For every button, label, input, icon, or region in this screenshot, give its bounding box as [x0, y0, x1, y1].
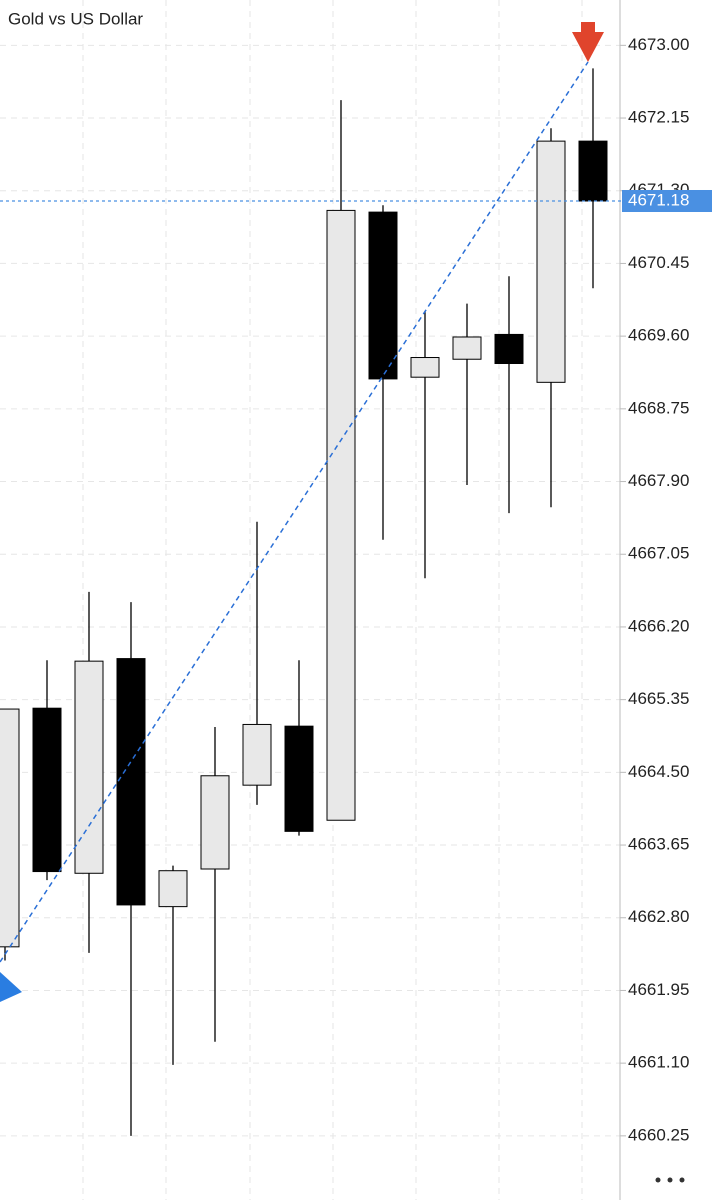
sell-arrow — [572, 22, 604, 62]
chart-subtitle: Gold vs US Dollar — [8, 9, 143, 28]
candle-body — [200, 775, 230, 870]
y-tick-label: 4665.35 — [628, 689, 689, 708]
trend-line — [0, 61, 589, 963]
buy-arrow — [0, 972, 22, 1002]
candle-body — [74, 660, 104, 874]
y-tick-label: 4663.65 — [628, 835, 689, 854]
y-tick-label: 4661.10 — [628, 1053, 689, 1072]
y-tick-label: 4673.00 — [628, 35, 689, 54]
y-tick-label: 4667.05 — [628, 544, 689, 563]
dot — [655, 1177, 661, 1183]
candle-body — [410, 357, 440, 378]
candle-body — [326, 209, 356, 821]
candles — [0, 68, 608, 1136]
candle-body — [536, 140, 566, 383]
grid — [0, 44, 620, 1137]
candle-body — [368, 211, 398, 380]
dot — [667, 1177, 673, 1183]
y-tick-label: 4670.45 — [628, 253, 689, 272]
y-tick-label: 4666.20 — [628, 616, 689, 635]
y-tick-label: 4660.25 — [628, 1125, 689, 1144]
y-axis: 4673.004672.154671.304670.454669.604668.… — [620, 35, 689, 1144]
candle-body — [158, 870, 188, 908]
last-price-label: 4671.18 — [628, 190, 689, 209]
y-tick-label: 4661.95 — [628, 980, 689, 999]
dot — [679, 1177, 685, 1183]
candle-body — [0, 708, 20, 948]
more-menu[interactable] — [655, 1177, 685, 1183]
candle-body — [578, 140, 608, 202]
candle-body — [242, 723, 272, 786]
candle-body — [116, 658, 146, 906]
candle-body — [284, 725, 314, 832]
candle-body — [32, 707, 62, 873]
candle-body — [494, 333, 524, 365]
candle-body — [452, 336, 482, 360]
last-price-box — [622, 189, 712, 212]
y-tick-label: 4672.15 — [628, 108, 689, 127]
y-tick-label: 4668.75 — [628, 398, 689, 417]
y-tick-label: 4662.80 — [628, 907, 689, 926]
y-tick-label: 4669.60 — [628, 326, 689, 345]
y-tick-label: 4664.50 — [628, 762, 689, 781]
y-tick-label: 4667.90 — [628, 471, 689, 490]
